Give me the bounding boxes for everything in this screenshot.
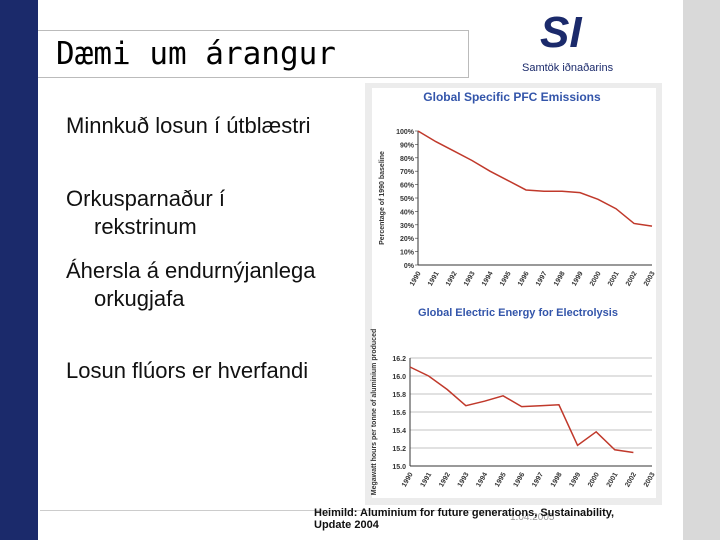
y-tick-label: 30% bbox=[400, 223, 415, 230]
y-tick-label: 15.0 bbox=[392, 464, 406, 471]
footer-line bbox=[40, 510, 510, 539]
y-tick-label: 40% bbox=[400, 209, 415, 216]
y-tick-label: 100% bbox=[396, 129, 415, 136]
bullet: Orkusparnaður í rekstrinum bbox=[66, 186, 225, 239]
chart-title: Global Electric Energy for Electrolysis bbox=[418, 307, 618, 319]
date: 1.04.2005 bbox=[510, 512, 555, 523]
y-tick-label: 10% bbox=[400, 250, 415, 257]
y-tick-label: 70% bbox=[400, 169, 415, 176]
y-tick-label: 15.6 bbox=[392, 410, 406, 417]
y-tick-label: 15.8 bbox=[392, 392, 406, 399]
y-axis-label: Megawatt hours per tonne of aluminium pr… bbox=[371, 329, 378, 495]
y-tick-label: 20% bbox=[400, 236, 415, 243]
y-tick-label: 90% bbox=[400, 142, 415, 149]
chart-panel bbox=[372, 88, 656, 498]
y-tick-label: 16.2 bbox=[392, 356, 406, 363]
y-tick-label: 80% bbox=[400, 156, 415, 163]
title-box bbox=[38, 30, 469, 78]
right-band bbox=[683, 0, 720, 540]
left-band bbox=[0, 0, 38, 540]
chart-title: Global Specific PFC Emissions bbox=[423, 90, 601, 104]
bullet: Minnkuð losun í útblæstri bbox=[66, 113, 311, 138]
y-axis-label: Percentage of 1990 baseline bbox=[379, 151, 386, 245]
y-tick-label: 60% bbox=[400, 183, 415, 190]
logo-subtitle: Samtök iðnaðarins bbox=[522, 62, 614, 74]
y-tick-label: 16.0 bbox=[392, 374, 406, 381]
data-line bbox=[417, 130, 653, 227]
slide-title: Dæmi um árangur bbox=[56, 36, 336, 72]
y-tick-label: 15.2 bbox=[392, 446, 406, 453]
y-tick-label: 50% bbox=[400, 196, 415, 203]
source: Heimild: Aluminium for future generation… bbox=[314, 507, 615, 531]
data-line bbox=[409, 366, 634, 454]
logo: SI bbox=[540, 8, 582, 57]
bullet: Losun flúors er hverfandi bbox=[66, 358, 309, 383]
y-tick-label: 15.4 bbox=[392, 428, 406, 435]
bullet: Áhersla á endurnýjanlega orkugjafa bbox=[66, 258, 316, 311]
y-tick-label: 0% bbox=[404, 263, 415, 270]
